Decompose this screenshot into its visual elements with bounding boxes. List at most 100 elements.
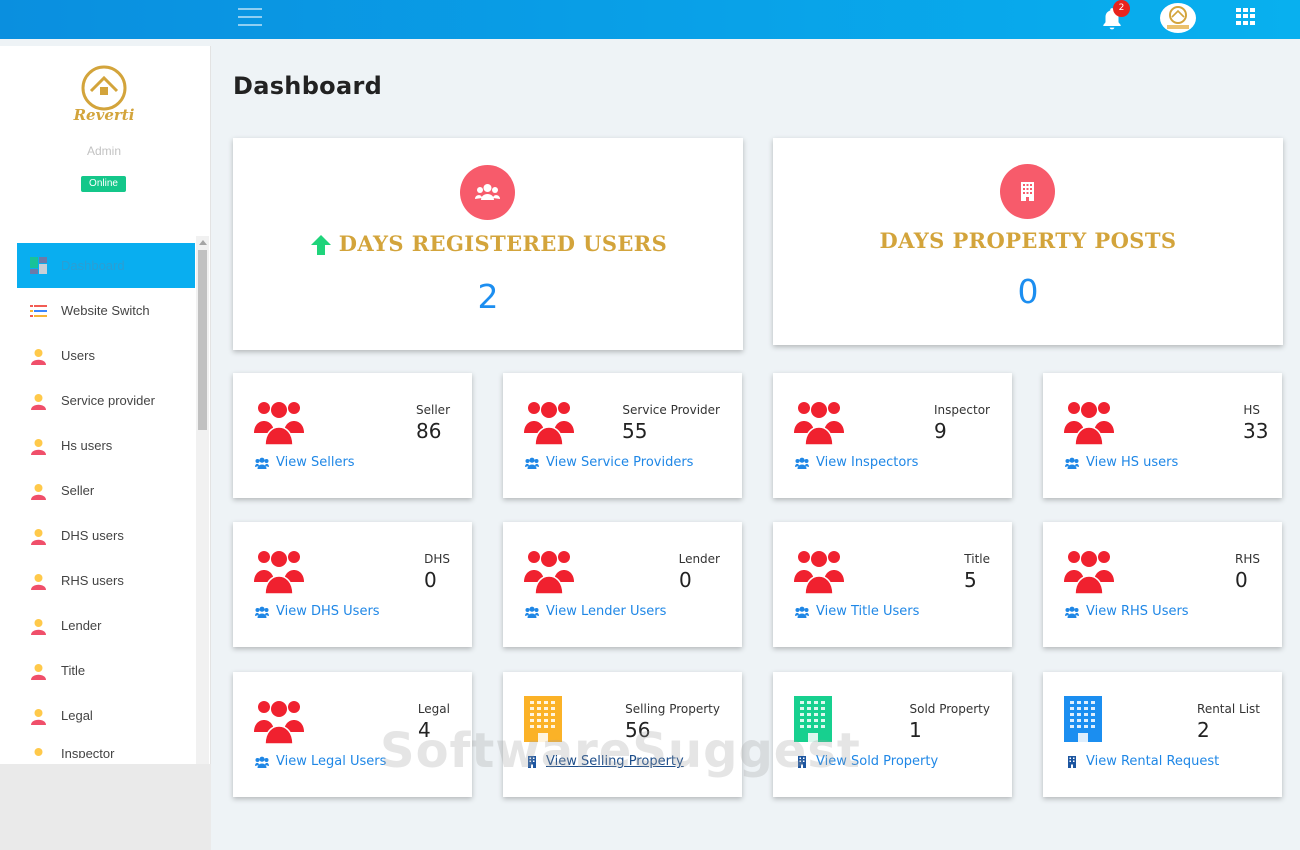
hamburger-icon[interactable] xyxy=(238,8,262,28)
sidebar-item-website-switch[interactable]: Website Switch xyxy=(17,288,195,333)
sidebar-item-label: Lender xyxy=(61,618,102,633)
dashboard-icon xyxy=(30,257,47,274)
view-link-label: View Sellers xyxy=(276,455,355,470)
summary-title: DAYS PROPERTY POSTS xyxy=(879,228,1177,253)
sidebar-scrollbar[interactable] xyxy=(196,236,209,806)
view-link[interactable]: View Sellers xyxy=(255,455,355,470)
stat-value: 0 xyxy=(424,568,437,592)
view-link[interactable]: View Rental Request xyxy=(1065,754,1219,769)
user-icon xyxy=(30,746,47,758)
building-icon xyxy=(525,755,546,768)
sidebar-item-seller[interactable]: Seller xyxy=(17,468,195,513)
stat-label: Inspector xyxy=(934,403,990,417)
top-navbar: 2 xyxy=(0,0,1300,39)
users-group-icon xyxy=(254,546,304,595)
users-icon xyxy=(525,606,546,618)
stat-card-seller: Seller 86 View Sellers xyxy=(233,373,472,498)
user-icon xyxy=(30,617,47,635)
view-link-label: View Legal Users xyxy=(276,754,387,769)
sidebar-item-lender[interactable]: Lender xyxy=(17,603,195,648)
sidebar-item-label: Seller xyxy=(61,483,95,498)
stat-label: Service Provider xyxy=(622,403,720,417)
stat-label: Lender xyxy=(678,552,720,566)
sidebar-item-service-provider[interactable]: Service provider xyxy=(17,378,195,423)
summary-value: 0 xyxy=(1017,272,1039,311)
building-icon xyxy=(794,696,844,744)
stat-card-hs: HS 33 View HS users xyxy=(1043,373,1282,498)
sidebar-item-title[interactable]: Title xyxy=(17,648,195,693)
view-link-label: View Service Providers xyxy=(546,455,694,470)
view-link-label: View HS users xyxy=(1086,455,1179,470)
building-icon xyxy=(795,755,816,768)
users-group-icon xyxy=(524,546,574,595)
sidebar-item-dhs-users[interactable]: DHS users xyxy=(17,513,195,558)
users-icon xyxy=(255,457,276,469)
users-group-icon xyxy=(254,397,304,446)
view-link[interactable]: View Legal Users xyxy=(255,754,386,769)
stat-card-title: Title 5 View Title Users xyxy=(773,522,1012,647)
view-link[interactable]: View Inspectors xyxy=(795,455,918,470)
view-link[interactable]: View DHS Users xyxy=(255,604,380,619)
list-icon xyxy=(30,302,47,319)
stat-value: 2 xyxy=(1197,718,1210,742)
stat-card-service-provider: Service Provider 55 View Service Providers xyxy=(503,373,742,498)
user-icon xyxy=(30,707,47,725)
sidebar-item-label: DHS users xyxy=(61,528,124,543)
sidebar-item-label: Inspector xyxy=(61,746,115,758)
users-icon xyxy=(1065,457,1086,469)
scroll-up-arrow-icon[interactable] xyxy=(199,240,207,245)
user-icon xyxy=(30,347,47,365)
view-link[interactable]: View Selling Property xyxy=(525,754,684,769)
view-link-label: View Rental Request xyxy=(1086,754,1220,769)
summary-card-property-posts: DAYS PROPERTY POSTS 0 xyxy=(773,138,1283,345)
user-icon xyxy=(30,662,47,680)
user-role: Admin xyxy=(86,144,121,158)
view-link[interactable]: View Title Users xyxy=(795,604,919,619)
user-icon xyxy=(30,527,47,545)
stat-card-dhs: DHS 0 View DHS Users xyxy=(233,522,472,647)
view-link[interactable]: View HS users xyxy=(1065,455,1178,470)
user-icon xyxy=(30,572,47,590)
sidebar-item-hs-users[interactable]: Hs users xyxy=(17,423,195,468)
sidebar: Reverti Admin Online Dashboard Website S… xyxy=(0,46,211,806)
users-group-icon xyxy=(794,546,844,595)
sidebar-item-dashboard[interactable]: Dashboard xyxy=(17,243,195,288)
users-icon xyxy=(460,165,515,220)
users-icon xyxy=(795,606,816,618)
user-icon xyxy=(30,482,47,500)
sidebar-item-label: Website Switch xyxy=(61,303,150,318)
building-icon xyxy=(1064,696,1114,744)
view-link[interactable]: View Service Providers xyxy=(525,455,693,470)
stat-value: 5 xyxy=(964,568,977,592)
stat-value: 0 xyxy=(1235,568,1248,592)
sidebar-item-rhs-users[interactable]: RHS users xyxy=(17,558,195,603)
stat-card-selling-property: Selling Property 56 View Selling Property xyxy=(503,672,742,797)
view-link-label: View Sold Property xyxy=(816,754,939,769)
view-link-label: View Title Users xyxy=(816,604,920,619)
sidebar-item-legal[interactable]: Legal xyxy=(17,693,195,738)
building-icon xyxy=(1065,755,1086,768)
logo: Reverti xyxy=(73,65,135,124)
view-link[interactable]: View RHS Users xyxy=(1065,604,1189,619)
stat-value: 0 xyxy=(679,568,692,592)
users-group-icon xyxy=(524,397,574,446)
sidebar-item-users[interactable]: Users xyxy=(17,333,195,378)
grid-icon[interactable] xyxy=(1236,8,1255,25)
stat-card-legal: Legal 4 View Legal Users xyxy=(233,672,472,797)
sidebar-item-inspector[interactable]: Inspector xyxy=(17,738,195,758)
stat-label: Seller xyxy=(416,403,450,417)
users-group-icon xyxy=(1064,546,1114,595)
avatar[interactable] xyxy=(1160,3,1196,33)
sidebar-menu: Dashboard Website Switch Users Service p… xyxy=(17,243,195,758)
scroll-thumb[interactable] xyxy=(198,250,207,430)
arrow-up-icon xyxy=(311,235,331,255)
stat-label: RHS xyxy=(1235,552,1260,566)
sidebar-item-label: Hs users xyxy=(61,438,113,453)
view-link-label: View DHS Users xyxy=(276,604,380,619)
view-link[interactable]: View Lender Users xyxy=(525,604,666,619)
stat-card-sold-property: Sold Property 1 View Sold Property xyxy=(773,672,1012,797)
users-group-icon xyxy=(794,397,844,446)
stat-value: 9 xyxy=(934,419,947,443)
view-link[interactable]: View Sold Property xyxy=(795,754,938,769)
stat-label: Legal xyxy=(417,702,450,716)
